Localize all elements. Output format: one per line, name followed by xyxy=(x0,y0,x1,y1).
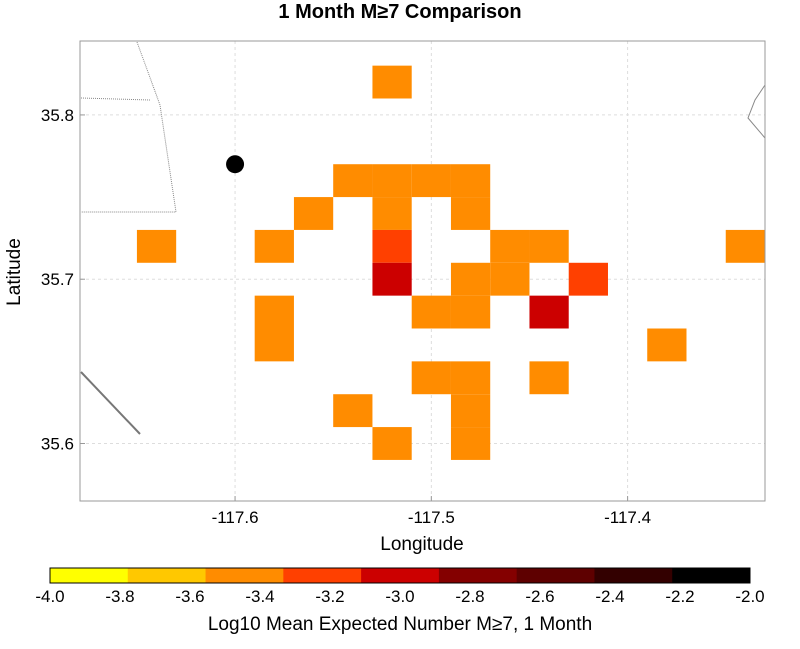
colorbar-ticks: -4.0 -3.8 -3.6 -3.4 -3.2 -3.0 -2.8 -2.6 -2.4 -2.2… xyxy=(35,587,764,606)
y-tick-label: 35.6 xyxy=(41,435,74,454)
forecast-cell xyxy=(333,164,373,198)
forecast-cell xyxy=(411,164,451,198)
forecast-cell xyxy=(450,427,491,460)
colorbar-segment xyxy=(438,568,518,583)
forecast-cell xyxy=(450,197,491,230)
boundary-lines xyxy=(80,41,766,435)
epicenter-marker xyxy=(226,155,245,174)
forecast-cell xyxy=(372,262,412,296)
chart-title: 1 Month M≥7 Comparison xyxy=(278,1,522,23)
forecast-cell xyxy=(333,394,373,428)
colorbar-tick-label: -3.8 xyxy=(105,587,134,606)
colorbar-frame xyxy=(49,567,751,584)
colorbar-segment xyxy=(361,568,440,583)
forecast-cell xyxy=(254,295,294,329)
colorbar-segment xyxy=(594,568,673,583)
forecast-cell xyxy=(450,394,491,428)
colorbar-segment xyxy=(516,568,595,583)
y-axis-label: Latitude xyxy=(4,238,25,306)
forecast-cell xyxy=(372,427,412,460)
colorbar xyxy=(49,567,751,584)
forecast-cell xyxy=(372,164,412,198)
forecast-cell xyxy=(568,262,608,296)
plot-frame xyxy=(79,40,766,502)
forecast-cell xyxy=(372,197,412,230)
colorbar-tick-label: -2.4 xyxy=(595,587,624,606)
forecast-cell xyxy=(725,229,765,263)
forecast-cell xyxy=(254,229,294,263)
forecast-cells xyxy=(136,65,765,460)
forecast-cell xyxy=(450,164,491,198)
forecast-cell xyxy=(136,229,177,263)
colorbar-tick-label: -3.2 xyxy=(315,587,344,606)
colorbar-tick-label: -2.0 xyxy=(735,587,764,606)
forecast-cell xyxy=(529,361,569,395)
forecast-cell xyxy=(254,328,294,362)
forecast-cell xyxy=(490,262,530,296)
forecast-cell xyxy=(450,361,491,395)
forecast-cell xyxy=(372,229,412,263)
colorbar-tick-label: -3.6 xyxy=(175,587,204,606)
colorbar-tick-label: -4.0 xyxy=(35,587,64,606)
colorbar-tick-label: -3.0 xyxy=(385,587,414,606)
x-tick-label: -117.4 xyxy=(604,508,651,527)
colorbar-tick-label: -2.6 xyxy=(525,587,554,606)
y-tick-label: 35.7 xyxy=(41,270,74,289)
x-tick-label: -117.5 xyxy=(408,508,455,527)
x-axis-label: Longitude xyxy=(380,534,463,555)
gridlines xyxy=(80,41,765,501)
boundary-line xyxy=(81,41,177,213)
forecast-cell xyxy=(529,229,569,263)
forecast-cell xyxy=(411,361,451,395)
colorbar-tick-label: -2.8 xyxy=(455,587,484,606)
fault-line xyxy=(80,371,141,435)
x-ticks: -117.6 -117.5 -117.4 xyxy=(212,496,651,527)
forecast-cell xyxy=(490,229,530,263)
colorbar-segment xyxy=(283,568,362,583)
colorbar-segment xyxy=(205,568,284,583)
y-ticks: 35.6 35.7 35.8 xyxy=(41,106,85,454)
forecast-cell xyxy=(293,197,334,230)
colorbar-segment xyxy=(672,568,751,583)
boundary-line xyxy=(747,84,766,139)
colorbar-tick-label: -3.4 xyxy=(245,587,274,606)
forecast-cell xyxy=(450,295,491,329)
colorbar-segment xyxy=(127,568,207,583)
colorbar-label: Log10 Mean Expected Number M≥7, 1 Month xyxy=(208,614,592,635)
forecast-cell xyxy=(450,262,491,296)
forecast-cell xyxy=(372,65,412,99)
forecast-cell xyxy=(529,295,569,329)
x-tick-label: -117.6 xyxy=(212,508,259,527)
boundary-line xyxy=(80,97,151,101)
forecast-cell xyxy=(411,295,451,329)
forecast-cell xyxy=(647,328,687,362)
colorbar-segment xyxy=(50,568,129,583)
colorbar-tick-label: -2.2 xyxy=(665,587,694,606)
marker-layer xyxy=(226,155,245,174)
y-tick-label: 35.8 xyxy=(41,106,74,125)
